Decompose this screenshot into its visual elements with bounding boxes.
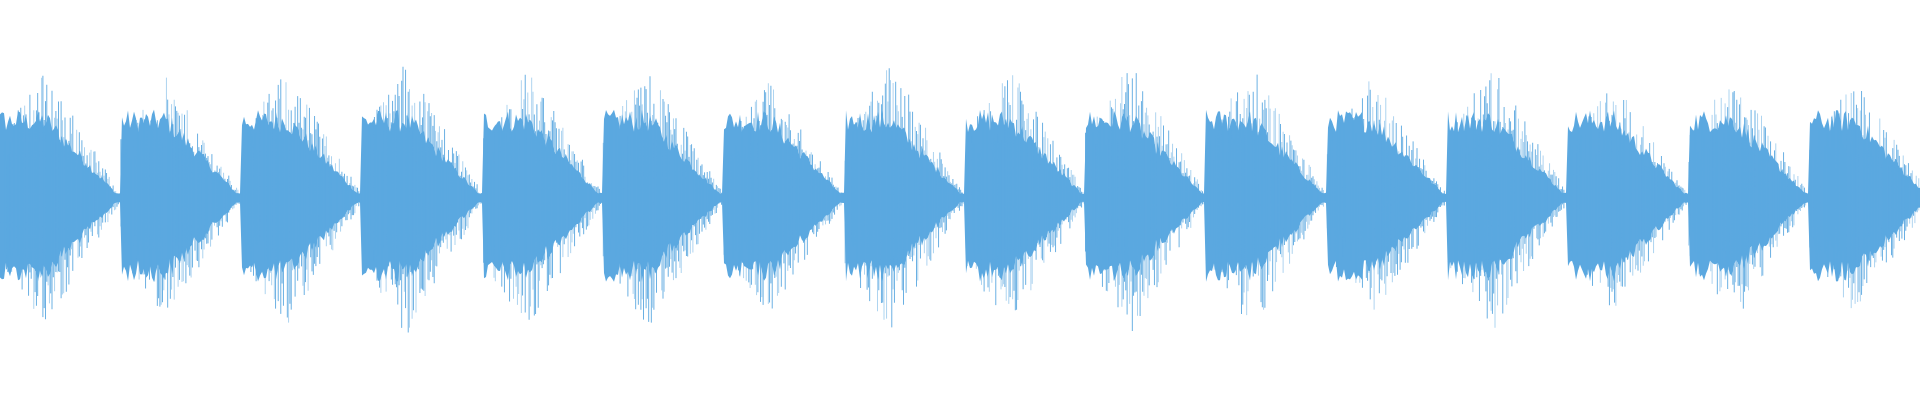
waveform-spikes [0, 66, 1915, 333]
waveform-core [0, 109, 1920, 282]
waveform-spikes-light [0, 70, 1920, 328]
